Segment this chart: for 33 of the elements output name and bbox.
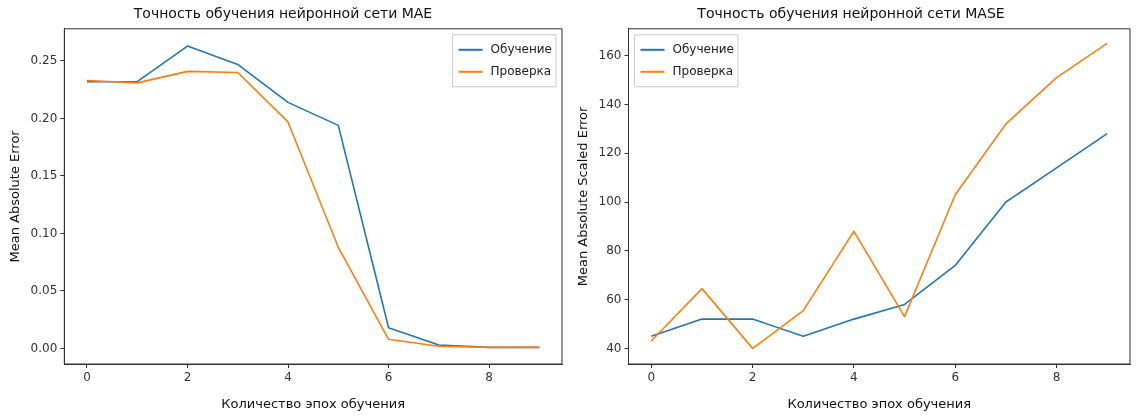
y-tick-label: 0.00: [30, 340, 58, 355]
y-axis-title: Mean Absolute Scaled Error: [575, 105, 591, 287]
y-tick-label: 40: [606, 340, 622, 355]
y-tick-label: 0.25: [30, 53, 58, 68]
legend-label: Проверка: [672, 63, 734, 78]
x-tick-label: 0: [647, 370, 656, 385]
x-tick-label: 2: [748, 370, 757, 385]
y-tick-label: 140: [598, 96, 622, 111]
legend-label: Обучение: [490, 41, 553, 56]
x-tick-label: 8: [1052, 370, 1061, 385]
y-tick-label: 100: [598, 194, 622, 209]
x-tick-label: 4: [850, 370, 858, 385]
x-axis-title: Количество эпох обучения: [787, 395, 972, 411]
y-axis-title: Mean Absolute Error: [7, 129, 23, 263]
legend-label: Обучение: [672, 41, 734, 56]
x-tick-label: 6: [951, 370, 960, 385]
y-tick-label: 80: [606, 242, 622, 257]
x-tick-label: 0: [83, 370, 91, 385]
x-tick-label: 2: [183, 370, 192, 385]
x-axis-title: Количество эпох обучения: [221, 395, 405, 411]
x-tick-label: 4: [284, 370, 292, 385]
y-tick-label: 0.10: [30, 225, 58, 240]
y-tick-label: 0.20: [30, 110, 58, 125]
y-tick-label: 160: [598, 47, 622, 62]
x-tick-label: 8: [485, 370, 493, 385]
legend-label: Проверка: [490, 63, 552, 78]
y-tick-label: 60: [606, 291, 622, 306]
y-tick-label: 0.15: [30, 168, 58, 183]
chart-title: Точность обучения нейронной сети MASE: [696, 5, 1005, 22]
x-tick-label: 6: [384, 370, 393, 385]
chart-title: Точность обучения нейронной сети MAE: [132, 5, 433, 22]
y-tick-label: 120: [598, 145, 622, 160]
y-tick-label: 0.05: [30, 283, 58, 298]
